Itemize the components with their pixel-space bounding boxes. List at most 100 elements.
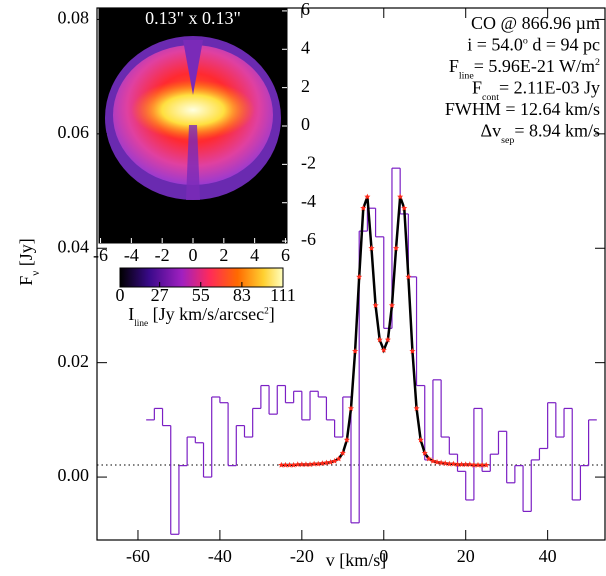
inset-x-tick-label: -6 — [93, 245, 108, 265]
model-marker — [302, 461, 309, 468]
x-tick-label: -20 — [290, 546, 314, 566]
model-marker — [306, 461, 314, 468]
model-marker — [446, 460, 453, 467]
image-notch — [186, 125, 200, 200]
model-marker — [331, 457, 338, 464]
text-segment: 2 — [264, 306, 269, 316]
text-segment: line — [134, 319, 148, 329]
x-tick-label: 0 — [379, 546, 388, 566]
colorbar-tick-label: 111 — [270, 285, 296, 305]
model-marker — [380, 346, 387, 353]
inset-x-tick-label: -4 — [124, 245, 139, 265]
text-segment: line — [459, 70, 474, 81]
y-axis-label: Fν [Jy] — [16, 238, 42, 286]
inset-y-tick-label: 0 — [301, 114, 310, 134]
image-core — [131, 80, 255, 140]
model-marker — [327, 459, 334, 465]
model-marker — [409, 348, 416, 354]
model-marker — [311, 460, 318, 467]
model-marker — [319, 460, 326, 466]
inset-x-tick-label: -2 — [155, 245, 170, 265]
text-segment: F — [449, 56, 459, 76]
text-segment: F — [472, 78, 482, 98]
model-marker — [360, 205, 367, 211]
annotation: Δvsep= 8.94 km/s — [481, 121, 600, 146]
text-segment: = 5.96E-21 W/m — [474, 56, 595, 76]
model-marker — [401, 205, 408, 211]
y-tick-label: 0.02 — [58, 351, 90, 371]
annotation: i = 54.0o d = 94 pc — [467, 35, 600, 55]
inset-x-tick-label: 2 — [219, 245, 228, 265]
model-marker — [393, 245, 400, 251]
colorbar-label: Iline [Jy km/s/arcsec2] — [128, 304, 275, 329]
text-segment: sep — [501, 135, 514, 146]
model-marker — [429, 457, 436, 464]
text-segment: 2 — [595, 57, 600, 68]
text-segment: I — [128, 304, 134, 324]
inset-y-tick-label: -2 — [301, 152, 316, 172]
x-tick-label: -60 — [126, 546, 150, 566]
model-marker — [335, 455, 342, 462]
model-marker — [479, 461, 486, 468]
model-marker — [352, 348, 359, 354]
y-tick-label: 0.08 — [58, 8, 90, 28]
colorbar-tick-label: 27 — [151, 285, 169, 305]
model-marker — [450, 460, 457, 467]
inset-x-tick-label: 4 — [250, 245, 259, 265]
model-marker — [474, 461, 482, 468]
model-marker — [347, 405, 355, 412]
colorbar-tick-label: 0 — [116, 285, 125, 305]
annotation: Fline= 5.96E-21 W/m2 — [449, 56, 600, 81]
image-notch — [183, 40, 203, 95]
inset-x-tick-label: 6 — [281, 245, 290, 265]
model-marker — [405, 273, 412, 280]
y-tick-label: 0.00 — [58, 465, 90, 485]
model-marker — [364, 193, 371, 200]
model-marker — [462, 461, 469, 468]
inset-y-tick-label: 2 — [301, 76, 310, 96]
inset-image — [99, 9, 287, 288]
inset-y-tick-label: 6 — [301, 0, 310, 19]
model-marker — [298, 461, 305, 468]
model-marker — [368, 245, 375, 251]
inset-y-tick-label: -6 — [301, 229, 316, 249]
model-marker — [356, 273, 363, 280]
text-segment: cont — [482, 92, 499, 103]
model-marker — [438, 459, 445, 466]
annotation: CO @ 866.96 µm — [471, 13, 600, 33]
model-marker — [388, 302, 396, 309]
text-segment: ν — [30, 271, 42, 276]
text-segment: d = 94 pc — [528, 35, 600, 55]
inset-y-tick-label: -4 — [301, 191, 316, 211]
x-tick-label: 20 — [457, 546, 475, 566]
colorbar-tick-label: 83 — [233, 285, 251, 305]
model-marker — [294, 461, 301, 468]
model-marker — [278, 461, 285, 468]
model-marker — [483, 461, 490, 468]
model-marker — [433, 459, 441, 465]
text-segment: Δv — [481, 121, 502, 141]
model-marker — [454, 461, 461, 468]
model-marker — [413, 405, 420, 412]
text-segment: [Jy] — [16, 238, 36, 271]
model-marker — [315, 460, 322, 467]
model-marker — [458, 461, 465, 468]
model-marker — [470, 461, 477, 468]
model-marker — [290, 461, 297, 468]
inset-x-tick-label: 0 — [189, 245, 198, 265]
model-marker — [466, 461, 473, 468]
model-marker — [417, 436, 424, 443]
x-tick-label: -40 — [208, 546, 232, 566]
model-marker — [384, 336, 391, 343]
plot-frame — [96, 7, 606, 541]
model-marker — [323, 459, 330, 466]
text-segment: = 2.11E-03 Jy — [499, 78, 600, 98]
inset-title: 0.13" x 0.13" — [145, 8, 241, 28]
text-segment: ] — [269, 304, 275, 324]
annotation: FWHM = 12.64 km/s — [445, 99, 600, 119]
inset-y-tick-label: 4 — [301, 37, 310, 57]
colorbar-tick-label: 55 — [192, 285, 210, 305]
model-marker — [425, 455, 432, 462]
model-marker — [397, 193, 404, 200]
